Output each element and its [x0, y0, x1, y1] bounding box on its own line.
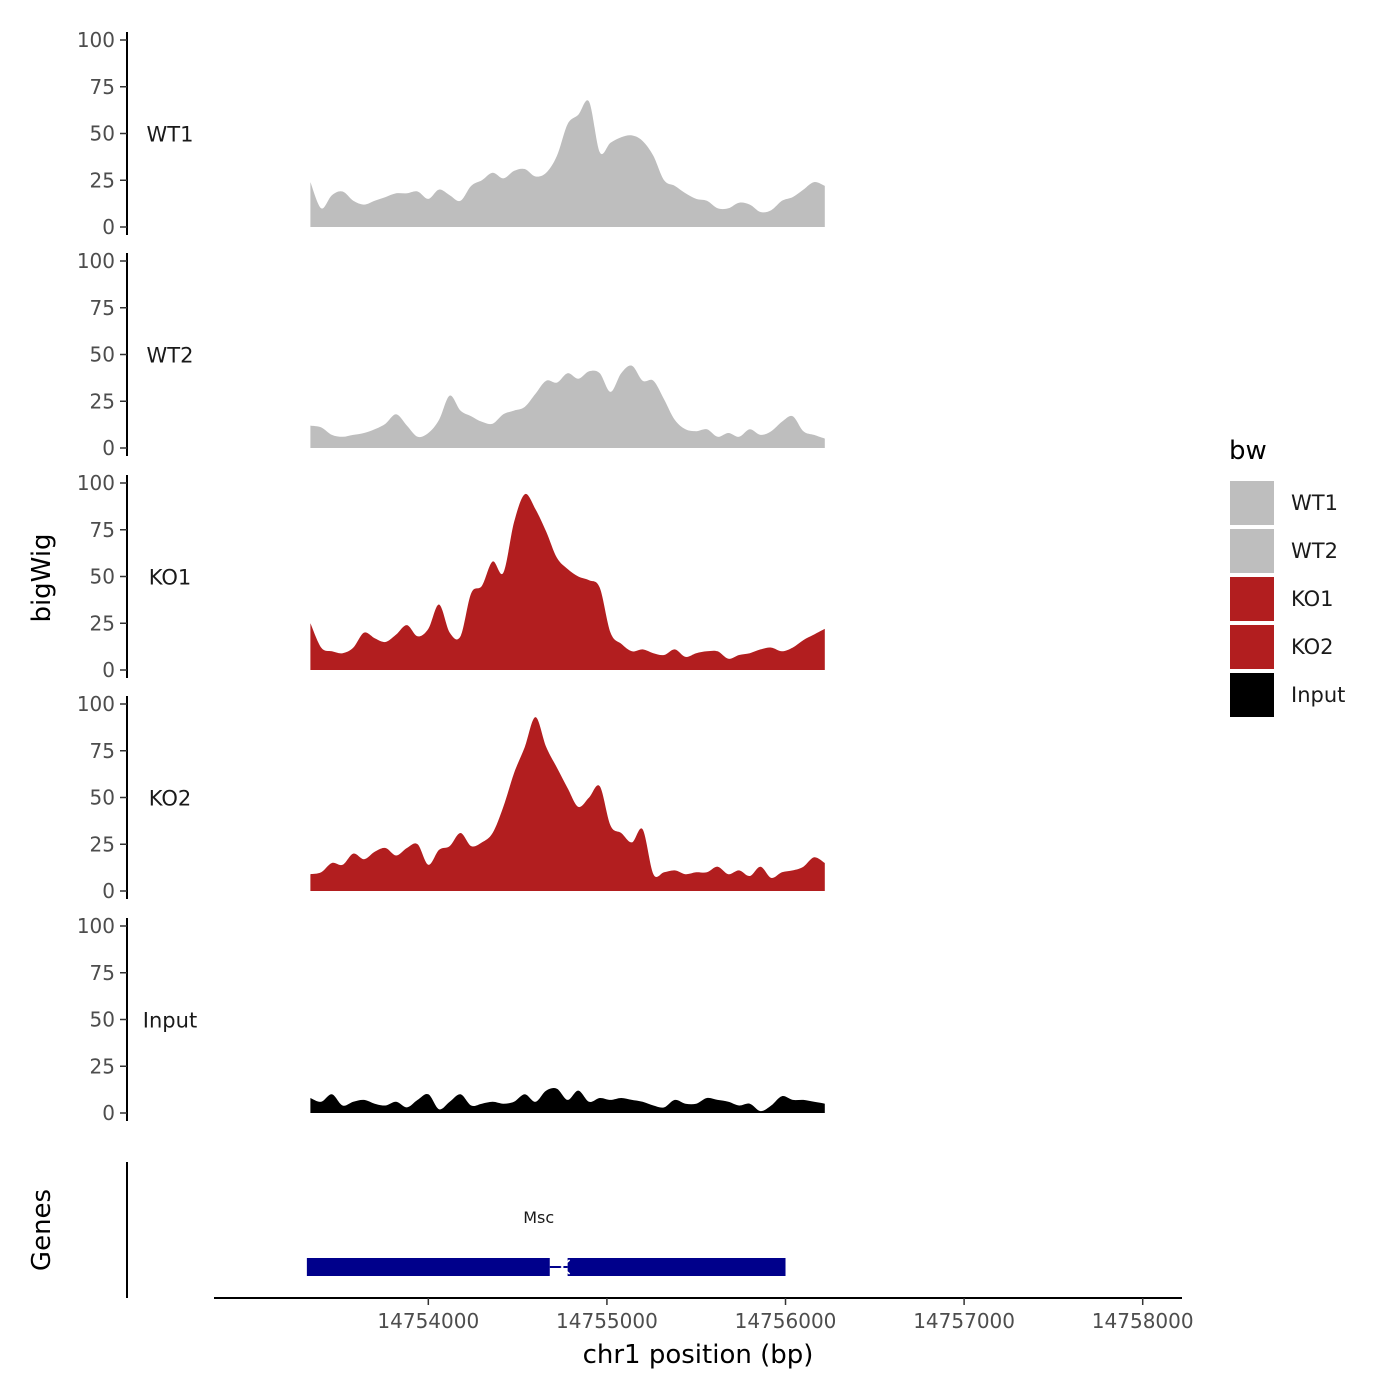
y-tick-label-ko1-100: 100 — [77, 471, 115, 495]
track-ko2: 0 25 50 75 100 KO2 — [77, 692, 825, 903]
legend: bw WT1 WT2 KO1 KO2 Input — [1228, 436, 1345, 719]
y-tick-label-input-75: 75 — [90, 961, 115, 985]
area-series-input — [310, 1087, 825, 1113]
y-tick-label-wt2-100: 100 — [77, 249, 115, 273]
y-tick-label-wt1-25: 25 — [90, 168, 115, 192]
y-tick-label-input-50: 50 — [90, 1008, 115, 1032]
y-tick-label-ko1-0: 0 — [102, 658, 115, 682]
legend-label-wt1: WT1 — [1291, 491, 1338, 515]
legend-label-ko1: KO1 — [1291, 587, 1334, 611]
track-label-input: Input — [143, 1009, 197, 1033]
y-tick-label-wt2-25: 25 — [90, 389, 115, 413]
y-tick-label-ko2-75: 75 — [90, 739, 115, 763]
area-series-ko2 — [310, 717, 825, 891]
x-axis-title: chr1 position (bp) — [583, 1340, 814, 1370]
y-tick-label-wt2-75: 75 — [90, 296, 115, 320]
y-tick-label-wt2-50: 50 — [90, 343, 115, 367]
legend-label-input: Input — [1291, 683, 1345, 707]
track-label-wt1: WT1 — [147, 123, 194, 147]
y-tick-label-ko1-75: 75 — [90, 518, 115, 542]
area-series-wt2 — [310, 365, 825, 448]
track-label-ko2: KO2 — [149, 787, 192, 811]
legend-label-wt2: WT2 — [1291, 539, 1338, 563]
y-tick-label-input-0: 0 — [102, 1101, 115, 1125]
legend-label-ko2: KO2 — [1291, 635, 1334, 659]
y-tick-label-ko1-25: 25 — [90, 611, 115, 635]
track-wt1: 0 25 50 75 100 WT1 — [77, 28, 825, 239]
x-tick-label-14757000: 14757000 — [913, 1309, 1015, 1333]
legend-swatch-ko1 — [1228, 575, 1276, 623]
y-tick-label-ko2-0: 0 — [102, 879, 115, 903]
gene-label-msc: Msc — [523, 1208, 554, 1227]
y-tick-label-wt1-100: 100 — [77, 28, 115, 52]
legend-swatch-input — [1228, 671, 1276, 719]
y-tick-label-ko2-100: 100 — [77, 692, 115, 716]
y-tick-label-ko2-50: 50 — [90, 786, 115, 810]
y-tick-label-ko1-50: 50 — [90, 565, 115, 589]
y-tick-label-wt1-75: 75 — [90, 75, 115, 99]
gene-exon-msc-2 — [567, 1258, 786, 1276]
gene-msc: Msc — [306, 1208, 786, 1276]
y-tick-label-wt1-0: 0 — [102, 215, 115, 239]
track-label-wt2: WT2 — [147, 344, 194, 368]
track-ko1: 0 25 50 75 100 KO1 — [77, 471, 825, 682]
tracks-layer: 0255075100WT10255075100WT20255075100KO10… — [77, 28, 825, 1125]
legend-swatch-wt2 — [1228, 527, 1276, 575]
x-tick-label-14755000: 14755000 — [556, 1309, 658, 1333]
genes-panel: Genes Msc — [27, 1162, 786, 1298]
area-series-wt1 — [310, 100, 825, 227]
legend-title: bw — [1229, 436, 1267, 466]
gene-exon-msc-1 — [306, 1258, 550, 1276]
gene-strand-arrow-icon — [560, 1259, 571, 1275]
area-series-ko1 — [310, 493, 825, 670]
y-tick-label-wt1-50: 50 — [90, 122, 115, 146]
x-tick-label-14756000: 14756000 — [735, 1309, 837, 1333]
y-tick-label-wt2-0: 0 — [102, 436, 115, 460]
x-tick-label-14758000: 14758000 — [1092, 1309, 1194, 1333]
track-label-ko1: KO1 — [149, 566, 192, 590]
track-input: 0 25 50 75 100 Input — [77, 914, 825, 1125]
track-wt2: 0 25 50 75 100 WT2 — [77, 249, 825, 460]
genes-panel-label: Genes — [27, 1189, 57, 1271]
legend-swatch-wt1 — [1228, 479, 1276, 527]
legend-swatch-ko2 — [1228, 623, 1276, 671]
y-tick-label-ko2-25: 25 — [90, 832, 115, 856]
x-axis: chr1 position (bp) 14754000 14755000 14756… — [214, 1297, 1194, 1370]
y-tick-label-input-25: 25 — [90, 1054, 115, 1078]
y-tick-label-input-100: 100 — [77, 914, 115, 938]
x-tick-label-14754000: 14754000 — [377, 1309, 479, 1333]
y-axis-title: bigWig — [27, 533, 57, 622]
